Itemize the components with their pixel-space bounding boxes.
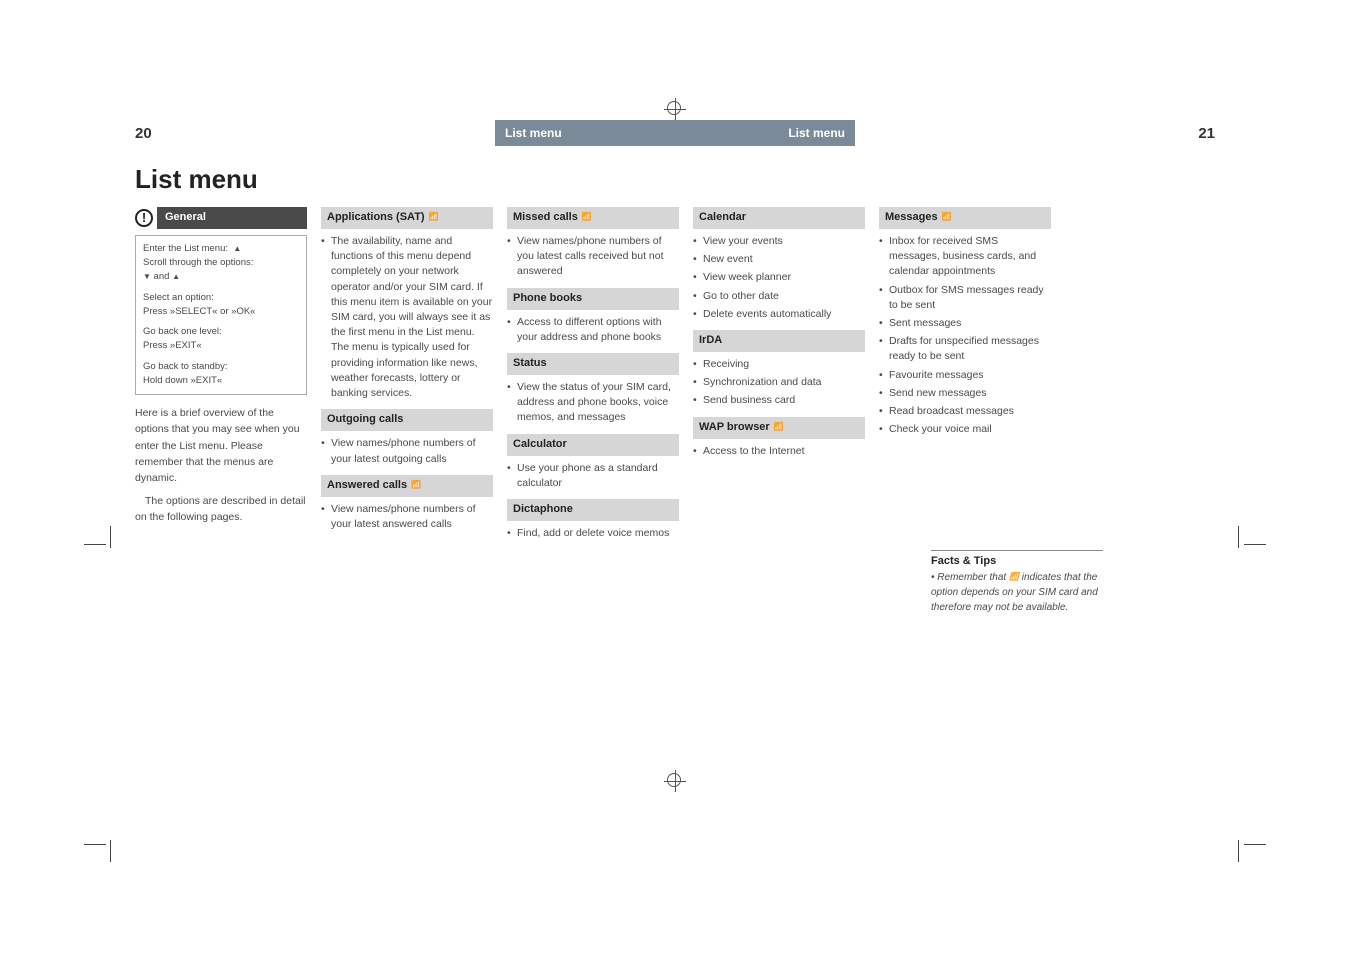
sim-icon [942, 210, 952, 223]
list-item: Access to the Internet [693, 444, 865, 459]
list-item: View names/phone numbers of you latest c… [507, 234, 679, 280]
list-item: Sent messages [879, 316, 1051, 331]
general-box: Enter the List menu: Scroll through the … [135, 235, 307, 395]
list-item: Use your phone as a standard calculator [507, 461, 679, 491]
facts-title: Facts & Tips [931, 550, 1103, 567]
section-messages: Messages [879, 207, 1051, 229]
list-item: Send new messages [879, 386, 1051, 401]
header-bar-center: List menu List menu [495, 120, 855, 146]
column-1: ! General Enter the List menu: Scroll th… [135, 207, 307, 544]
section-applications: Applications (SAT) [321, 207, 493, 229]
page-number-left: 20 [135, 120, 175, 146]
section-dictaphone: Dictaphone [507, 499, 679, 521]
sim-icon [429, 210, 439, 223]
page-title: List menu [135, 164, 1215, 195]
intro-paragraph-1: Here is a brief overview of the options … [135, 405, 307, 486]
crop-mark [1238, 530, 1266, 558]
list-item: View names/phone numbers of your latest … [321, 502, 493, 532]
list-item: Favourite messages [879, 368, 1051, 383]
section-phone-books: Phone books [507, 288, 679, 310]
facts-body: • Remember that indicates that the optio… [931, 570, 1103, 615]
running-header: 20 List menu List menu 21 [135, 120, 1215, 146]
list-item: Read broadcast messages [879, 404, 1051, 419]
column-3: Missed calls View names/phone numbers of… [507, 207, 679, 544]
crop-mark [1238, 830, 1266, 858]
section-wap-browser: WAP browser [693, 417, 865, 439]
list-item: Send business card [693, 393, 865, 408]
arrow-up-icon [233, 243, 241, 254]
column-4: Calendar View your events New event View… [693, 207, 865, 544]
list-item: New event [693, 252, 865, 267]
list-item: Inbox for received SMS messages, busines… [879, 234, 1051, 280]
crop-mark [84, 530, 112, 558]
sim-icon [582, 210, 592, 223]
list-item: Drafts for unspecified messages ready to… [879, 334, 1051, 364]
list-item: Check your voice mail [879, 422, 1051, 437]
section-missed-calls: Missed calls [507, 207, 679, 229]
arrow-down-icon [143, 271, 151, 282]
page-spread: 20 List menu List menu 21 List menu ! Ge… [135, 120, 1215, 544]
general-label: General [157, 207, 307, 229]
header-label-left: List menu [505, 126, 562, 140]
list-item: Outbox for SMS messages ready to be sent [879, 283, 1051, 313]
sim-icon [774, 420, 784, 433]
section-status: Status [507, 353, 679, 375]
arrow-up-icon [172, 271, 180, 282]
section-answered-calls: Answered calls [321, 475, 493, 497]
column-5: Messages Inbox for received SMS messages… [879, 207, 1051, 544]
general-heading: ! General [135, 207, 307, 229]
sim-icon [1009, 570, 1019, 584]
registration-mark-top [664, 98, 686, 120]
header-label-right: List menu [788, 126, 845, 140]
intro-paragraph-2: The options are described in detail on t… [135, 493, 307, 526]
section-outgoing-calls: Outgoing calls [321, 409, 493, 431]
registration-mark-bottom [664, 770, 686, 792]
list-item: The availability, name and functions of … [321, 234, 493, 401]
list-item: Go to other date [693, 289, 865, 304]
column-2: Applications (SAT) The availability, nam… [321, 207, 493, 544]
list-item: View names/phone numbers of your latest … [321, 436, 493, 466]
section-calculator: Calculator [507, 434, 679, 456]
facts-and-tips: Facts & Tips • Remember that indicates t… [931, 550, 1103, 615]
list-item: View week planner [693, 270, 865, 285]
sim-icon [411, 478, 421, 491]
section-calendar: Calendar [693, 207, 865, 229]
list-item: Delete events automatically [693, 307, 865, 322]
page-number-right: 21 [1175, 120, 1215, 146]
list-item: Synchronization and data [693, 375, 865, 390]
list-item: View the status of your SIM card, addres… [507, 380, 679, 426]
list-item: View your events [693, 234, 865, 249]
section-irda: IrDA [693, 330, 865, 352]
list-item: Find, add or delete voice memos [507, 526, 679, 541]
list-item: Receiving [693, 357, 865, 372]
alert-icon: ! [135, 209, 153, 227]
list-item: Access to different options with your ad… [507, 315, 679, 345]
crop-mark [84, 830, 112, 858]
